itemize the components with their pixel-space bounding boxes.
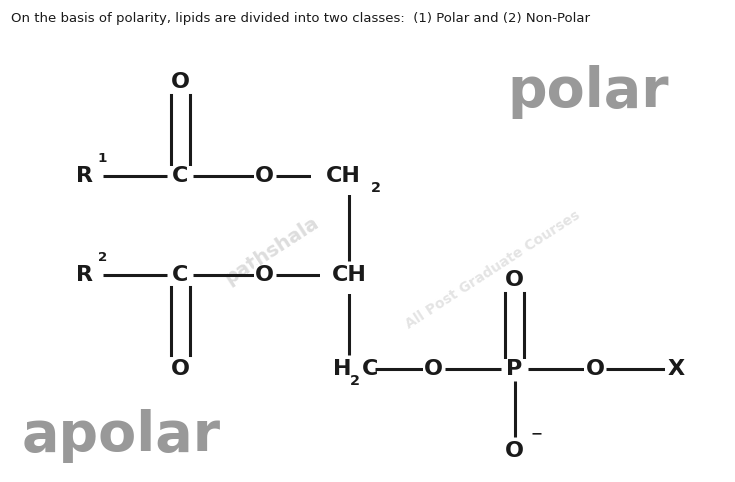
- Text: CH: CH: [326, 166, 361, 186]
- Text: On the basis of polarity, lipids are divided into two classes:  (1) Polar and (2: On the basis of polarity, lipids are div…: [11, 12, 590, 25]
- Text: O: O: [424, 359, 443, 379]
- Text: polar: polar: [507, 65, 669, 119]
- Text: R: R: [76, 265, 93, 285]
- FancyBboxPatch shape: [254, 166, 276, 186]
- FancyBboxPatch shape: [254, 265, 276, 284]
- FancyBboxPatch shape: [489, 443, 533, 470]
- FancyBboxPatch shape: [70, 265, 99, 284]
- Text: X: X: [667, 359, 685, 379]
- FancyBboxPatch shape: [169, 72, 191, 92]
- FancyBboxPatch shape: [169, 166, 191, 186]
- Text: C: C: [362, 359, 378, 379]
- Text: 2: 2: [98, 251, 107, 264]
- Text: C: C: [172, 265, 188, 285]
- Text: 2: 2: [350, 374, 360, 388]
- FancyBboxPatch shape: [423, 359, 445, 378]
- Text: All Post Graduate Courses: All Post Graduate Courses: [403, 208, 582, 332]
- Text: O: O: [505, 269, 524, 290]
- Text: O: O: [505, 441, 524, 461]
- Text: O: O: [255, 265, 274, 285]
- FancyBboxPatch shape: [70, 166, 99, 186]
- Text: H: H: [332, 359, 351, 379]
- Text: pathshala: pathshala: [221, 213, 323, 288]
- FancyBboxPatch shape: [169, 359, 191, 378]
- FancyBboxPatch shape: [665, 359, 687, 378]
- Text: 2: 2: [371, 181, 381, 195]
- Text: P: P: [506, 359, 523, 379]
- Text: −: −: [531, 426, 542, 440]
- FancyBboxPatch shape: [503, 270, 526, 289]
- FancyBboxPatch shape: [584, 359, 606, 378]
- FancyBboxPatch shape: [169, 265, 191, 284]
- FancyBboxPatch shape: [312, 362, 375, 388]
- Text: C: C: [172, 166, 188, 186]
- Text: CH: CH: [331, 265, 367, 285]
- Text: O: O: [171, 72, 190, 92]
- FancyBboxPatch shape: [311, 169, 371, 195]
- Text: O: O: [586, 359, 605, 379]
- FancyBboxPatch shape: [503, 359, 526, 378]
- Text: O: O: [255, 166, 274, 186]
- Text: 1: 1: [98, 152, 107, 165]
- Text: O: O: [171, 359, 190, 379]
- FancyBboxPatch shape: [320, 268, 364, 294]
- Text: apolar: apolar: [22, 409, 221, 463]
- Text: R: R: [76, 166, 93, 186]
